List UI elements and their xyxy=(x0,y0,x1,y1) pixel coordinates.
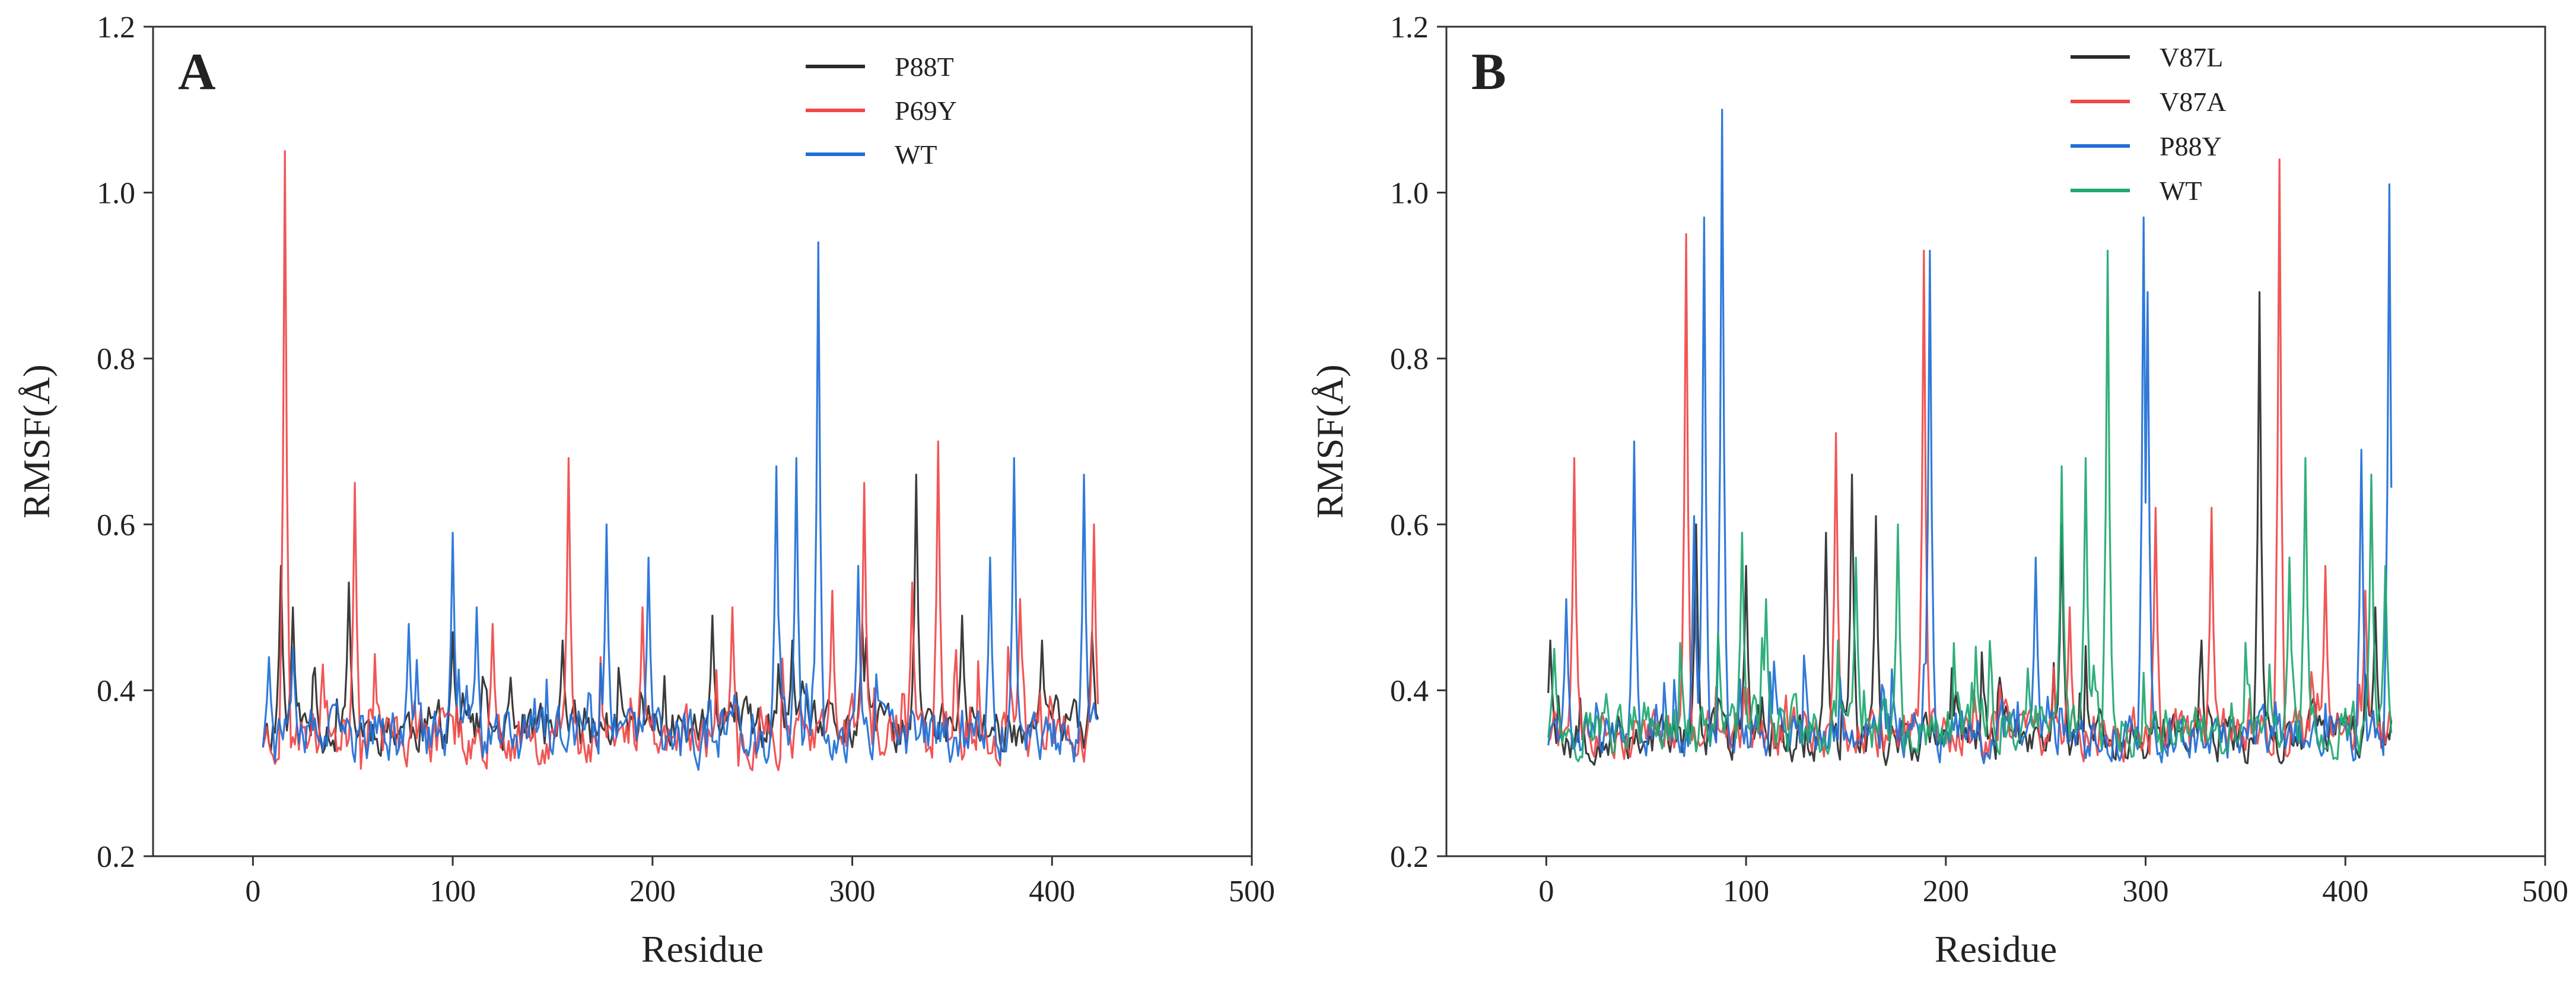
y-tick-label: 0.4 xyxy=(97,674,135,708)
x-tick-label: 500 xyxy=(2522,875,2568,908)
x-tick-label: 200 xyxy=(629,875,676,908)
y-tick-label: 0.2 xyxy=(1390,840,1429,874)
x-tick-label: 400 xyxy=(2322,875,2368,908)
legend-label-wt: WT xyxy=(2160,176,2202,206)
x-tick-label: 200 xyxy=(1923,875,1969,908)
series-line-p88y xyxy=(1547,109,2393,765)
x-tick-label: 300 xyxy=(829,875,876,908)
series-line-p88t xyxy=(263,473,1099,757)
y-tick-label: 0.8 xyxy=(1390,342,1429,376)
panel-label: A xyxy=(178,43,216,101)
legend-label-v87a: V87A xyxy=(2160,87,2226,117)
legend-label-wt: WT xyxy=(895,139,937,170)
legend-label-p69y: P69Y xyxy=(895,96,957,126)
plot-frame xyxy=(1445,26,2546,857)
y-axis-title: RMSF(Å) xyxy=(15,364,58,519)
x-tick-label: 500 xyxy=(1229,875,1275,908)
x-axis-title: Residue xyxy=(1935,928,2057,970)
series-line-wt xyxy=(1547,249,2393,762)
y-tick-label: 1.2 xyxy=(97,11,135,45)
y-tick-label: 1.0 xyxy=(1390,177,1429,211)
chart-panel-a: 0 100 200 300 400 500 0.2 0.4 0.6 0.8 1.0 1.2 Residu… xyxy=(15,11,1275,970)
x-tick-label: 0 xyxy=(1538,875,1554,908)
x-tick-label: 0 xyxy=(245,875,260,908)
series-line-wt xyxy=(262,241,1099,771)
y-axis-title: RMSF(Å) xyxy=(1309,364,1351,519)
x-tick-label: 100 xyxy=(1723,875,1769,908)
series-line-v87a xyxy=(1547,158,2393,763)
x-tick-label: 300 xyxy=(2123,875,2169,908)
y-tick-label: 1.0 xyxy=(97,177,135,211)
panel-label: B xyxy=(1471,43,1506,101)
y-tick-label: 0.4 xyxy=(1390,674,1429,708)
plot-frame xyxy=(152,26,1253,857)
legend: V87L V87A P88Y WT xyxy=(2071,42,2226,206)
x-tick-label: 400 xyxy=(1029,875,1075,908)
chart-panel-b: 0 100 200 300 400 500 0.2 0.4 0.6 0.8 1.0 1.2 Residu… xyxy=(1309,11,2568,970)
series-line-p69y xyxy=(262,150,1099,771)
y-tick-label: 0.8 xyxy=(97,342,135,376)
y-tick-label: 0.6 xyxy=(1390,509,1429,542)
y-tick-label: 1.2 xyxy=(1390,11,1429,45)
legend-label-v87l: V87L xyxy=(2160,42,2223,72)
y-tick-label: 0.6 xyxy=(97,509,135,542)
x-tick-label: 100 xyxy=(430,875,476,908)
legend-label-p88t: P88T xyxy=(895,52,954,82)
x-axis-title: Residue xyxy=(641,928,764,970)
legend-label-p88y: P88Y xyxy=(2160,131,2222,161)
legend: P88T P69Y WT xyxy=(806,52,957,170)
y-tick-label: 0.2 xyxy=(97,840,135,874)
